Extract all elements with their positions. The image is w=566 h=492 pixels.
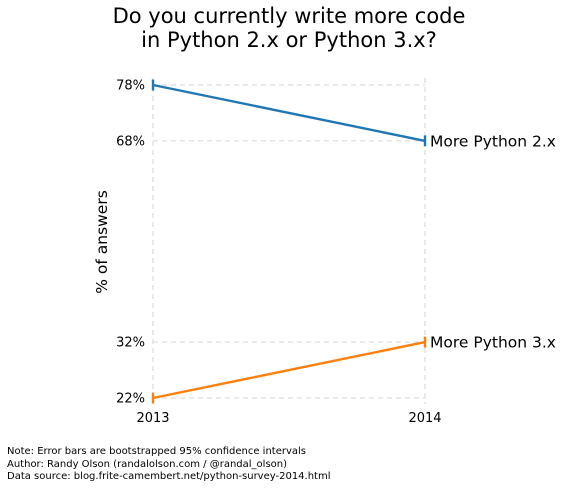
series-label-1: More Python 3.x [430,334,556,352]
series-line-0 [153,85,425,141]
y-tick-label: 68% [116,134,145,149]
chart-title-line-2: in Python 2.x or Python 3.x? [141,28,437,52]
x-tick-label: 2013 [136,411,169,426]
x-tick-labels: 2013 2014 [136,411,441,426]
series-label-0: More Python 2.x [430,132,556,150]
note-author: Author: Randy Olson (randalolson.com / @… [7,459,331,472]
y-tick-label: 32% [116,336,145,351]
series-lines [153,80,425,404]
note-data-source: Data source: blog.frite-camembert.net/py… [7,471,331,484]
y-tick-label: 78% [116,79,145,94]
x-tick-label: 2014 [408,411,441,426]
note-error-bars: Note: Error bars are bootstrapped 95% co… [7,446,331,459]
series-line-1 [153,342,425,398]
y-axis-label: % of answers [93,190,111,294]
grid [153,78,425,404]
y-tick-labels: 22% 32% 68% 78% [116,79,145,407]
chart-title: Do you currently write more code in Pyth… [113,4,466,52]
series-labels: More Python 2.x More Python 3.x [430,132,556,351]
y-tick-label: 22% [116,392,145,407]
chart-title-line-1: Do you currently write more code [113,4,466,28]
footer-notes: Note: Error bars are bootstrapped 95% co… [7,446,331,484]
